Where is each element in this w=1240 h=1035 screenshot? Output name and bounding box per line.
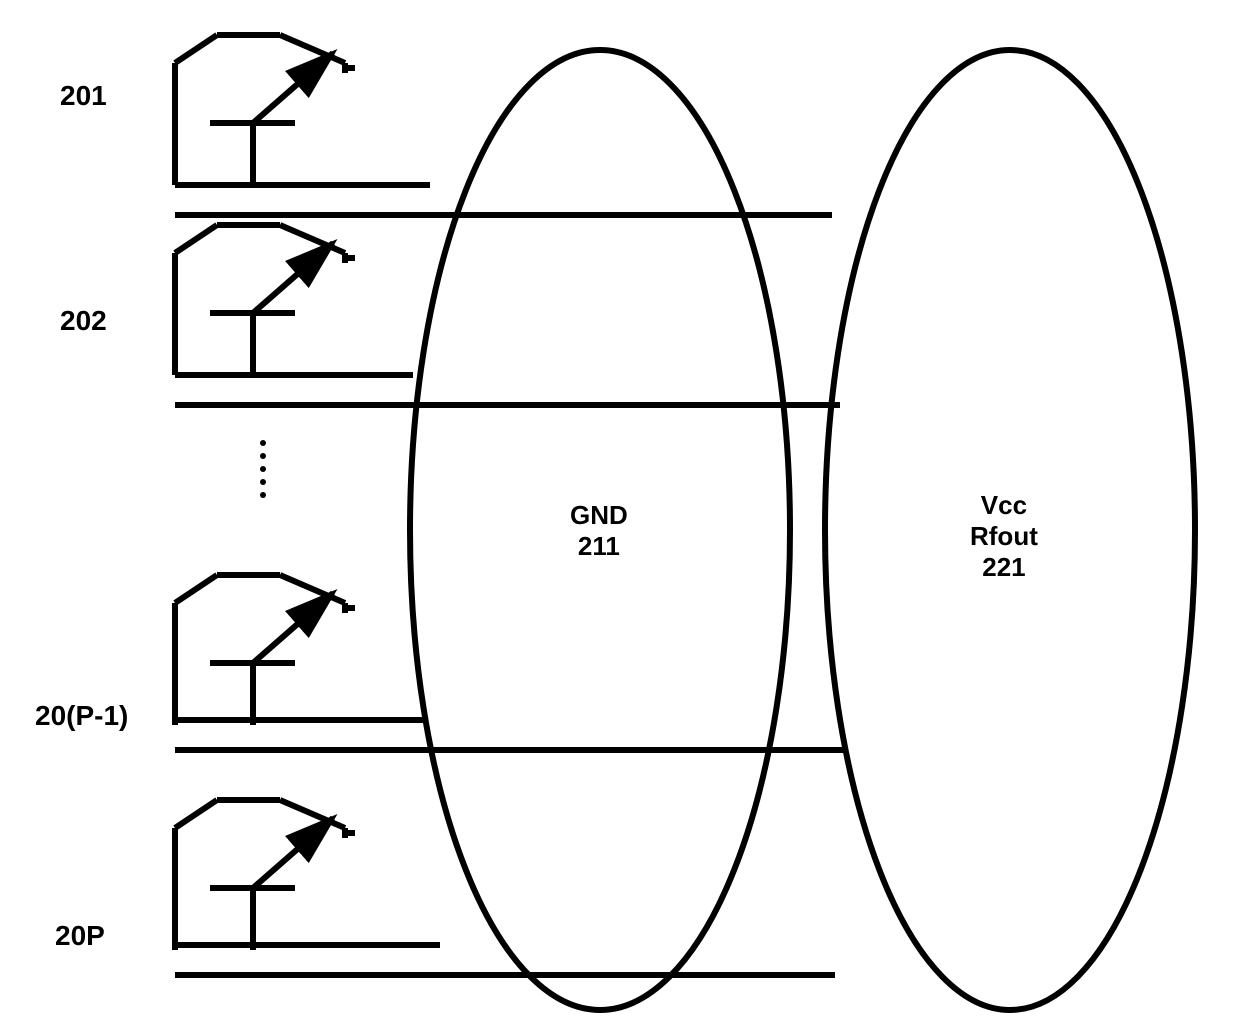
vertical-dots: [260, 440, 266, 498]
vcc-text: Vcc: [970, 490, 1038, 521]
transistor-label-20p1: 20(P-1): [35, 700, 128, 732]
vcc-ellipse-label: Vcc Rfout 221: [970, 490, 1038, 583]
gnd-num: 211: [570, 531, 628, 562]
transistor-label-20p: 20P: [55, 920, 105, 952]
transistor-label-202: 202: [60, 305, 107, 337]
transistor-label-201: 201: [60, 80, 107, 112]
gnd-ellipse-label: GND 211: [570, 500, 628, 562]
vcc-num: 221: [970, 552, 1038, 583]
gnd-text: GND: [570, 500, 628, 531]
rfout-text: Rfout: [970, 521, 1038, 552]
